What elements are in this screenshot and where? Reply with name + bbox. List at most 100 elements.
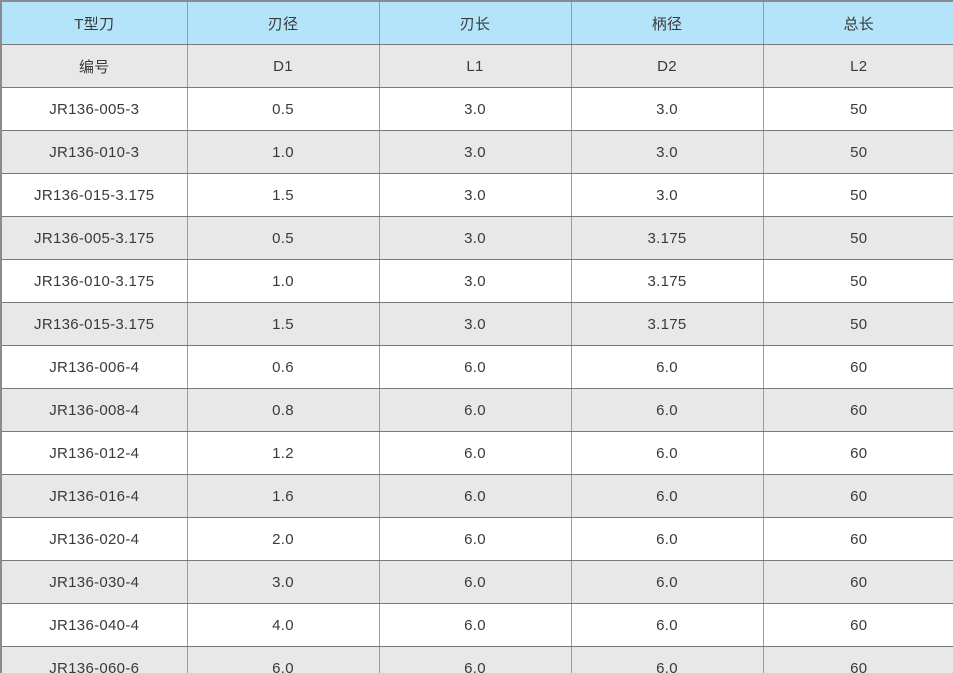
header-cell-blade-length: 刃长 [378, 0, 572, 45]
value-cell: 4.0 [186, 603, 380, 647]
part-number-cell: JR136-006-4 [0, 345, 188, 389]
value-cell: 60 [762, 388, 953, 432]
value-cell: 6.0 [378, 603, 572, 647]
table-row: JR136-015-3.175 1.5 3.0 3.0 50 [0, 173, 953, 217]
value-cell: 3.0 [378, 130, 572, 174]
value-cell: 60 [762, 431, 953, 475]
part-number-cell: JR136-010-3.175 [0, 259, 188, 303]
header-cell-total-length: 总长 [762, 0, 953, 45]
table-header: T型刀 刃径 刃长 柄径 总长 编号 D1 L1 D2 L2 [0, 0, 953, 88]
part-number-cell: JR136-020-4 [0, 517, 188, 561]
value-cell: 3.0 [570, 87, 764, 131]
value-cell: 50 [762, 259, 953, 303]
table-row: JR136-016-4 1.6 6.0 6.0 60 [0, 474, 953, 518]
part-number-cell: JR136-015-3.175 [0, 173, 188, 217]
value-cell: 3.0 [378, 87, 572, 131]
part-number-cell: JR136-008-4 [0, 388, 188, 432]
value-cell: 3.0 [570, 130, 764, 174]
value-cell: 1.2 [186, 431, 380, 475]
header-cell-blade-diameter: 刃径 [186, 0, 380, 45]
part-number-cell: JR136-005-3.175 [0, 216, 188, 260]
value-cell: 1.0 [186, 259, 380, 303]
table-row: JR136-005-3 0.5 3.0 3.0 50 [0, 87, 953, 131]
header-row-categories: T型刀 刃径 刃长 柄径 总长 [0, 0, 953, 45]
table-row: JR136-010-3.175 1.0 3.0 3.175 50 [0, 259, 953, 303]
value-cell: 3.0 [378, 302, 572, 346]
value-cell: 50 [762, 302, 953, 346]
value-cell: 0.5 [186, 216, 380, 260]
part-number-cell: JR136-012-4 [0, 431, 188, 475]
value-cell: 60 [762, 474, 953, 518]
value-cell: 3.0 [378, 259, 572, 303]
value-cell: 6.0 [570, 388, 764, 432]
value-cell: 50 [762, 173, 953, 217]
part-number-cell: JR136-040-4 [0, 603, 188, 647]
table-row: JR136-030-4 3.0 6.0 6.0 60 [0, 560, 953, 604]
table-row: JR136-010-3 1.0 3.0 3.0 50 [0, 130, 953, 174]
part-number-cell: JR136-015-3.175 [0, 302, 188, 346]
value-cell: 3.175 [570, 302, 764, 346]
value-cell: 60 [762, 646, 953, 673]
value-cell: 3.175 [570, 259, 764, 303]
value-cell: 60 [762, 603, 953, 647]
part-number-cell: JR136-060-6 [0, 646, 188, 673]
header-cell-d2: D2 [570, 44, 764, 88]
value-cell: 60 [762, 345, 953, 389]
value-cell: 6.0 [378, 431, 572, 475]
value-cell: 0.6 [186, 345, 380, 389]
header-row-fields: 编号 D1 L1 D2 L2 [0, 44, 953, 88]
value-cell: 3.0 [570, 173, 764, 217]
value-cell: 6.0 [570, 560, 764, 604]
value-cell: 6.0 [570, 517, 764, 561]
table-row: JR136-012-4 1.2 6.0 6.0 60 [0, 431, 953, 475]
value-cell: 6.0 [378, 345, 572, 389]
part-number-cell: JR136-030-4 [0, 560, 188, 604]
table-row: JR136-008-4 0.8 6.0 6.0 60 [0, 388, 953, 432]
part-number-cell: JR136-016-4 [0, 474, 188, 518]
header-cell-part-number: 编号 [0, 44, 188, 88]
value-cell: 6.0 [570, 345, 764, 389]
value-cell: 1.5 [186, 173, 380, 217]
value-cell: 0.8 [186, 388, 380, 432]
value-cell: 6.0 [378, 388, 572, 432]
value-cell: 0.5 [186, 87, 380, 131]
table-row: JR136-015-3.175 1.5 3.0 3.175 50 [0, 302, 953, 346]
value-cell: 3.175 [570, 216, 764, 260]
value-cell: 3.0 [186, 560, 380, 604]
value-cell: 50 [762, 87, 953, 131]
value-cell: 50 [762, 130, 953, 174]
value-cell: 2.0 [186, 517, 380, 561]
value-cell: 6.0 [186, 646, 380, 673]
value-cell: 6.0 [570, 431, 764, 475]
value-cell: 6.0 [378, 474, 572, 518]
value-cell: 6.0 [378, 560, 572, 604]
value-cell: 50 [762, 216, 953, 260]
header-cell-d1: D1 [186, 44, 380, 88]
part-number-cell: JR136-005-3 [0, 87, 188, 131]
table-row: JR136-005-3.175 0.5 3.0 3.175 50 [0, 216, 953, 260]
header-cell-shank-diameter: 柄径 [570, 0, 764, 45]
header-cell-tool-type: T型刀 [0, 0, 188, 45]
value-cell: 6.0 [570, 474, 764, 518]
part-number-cell: JR136-010-3 [0, 130, 188, 174]
value-cell: 6.0 [378, 517, 572, 561]
header-cell-l2: L2 [762, 44, 953, 88]
table-row: JR136-020-4 2.0 6.0 6.0 60 [0, 517, 953, 561]
value-cell: 1.5 [186, 302, 380, 346]
table-body: JR136-005-3 0.5 3.0 3.0 50 JR136-010-3 1.0 3.0 3… [0, 87, 953, 673]
value-cell: 60 [762, 517, 953, 561]
value-cell: 1.0 [186, 130, 380, 174]
value-cell: 6.0 [378, 646, 572, 673]
header-cell-l1: L1 [378, 44, 572, 88]
table-row: JR136-040-4 4.0 6.0 6.0 60 [0, 603, 953, 647]
value-cell: 3.0 [378, 216, 572, 260]
table-row: JR136-060-6 6.0 6.0 6.0 60 [0, 646, 953, 673]
value-cell: 6.0 [570, 646, 764, 673]
value-cell: 6.0 [570, 603, 764, 647]
table-row: JR136-006-4 0.6 6.0 6.0 60 [0, 345, 953, 389]
value-cell: 3.0 [378, 173, 572, 217]
value-cell: 60 [762, 560, 953, 604]
value-cell: 1.6 [186, 474, 380, 518]
